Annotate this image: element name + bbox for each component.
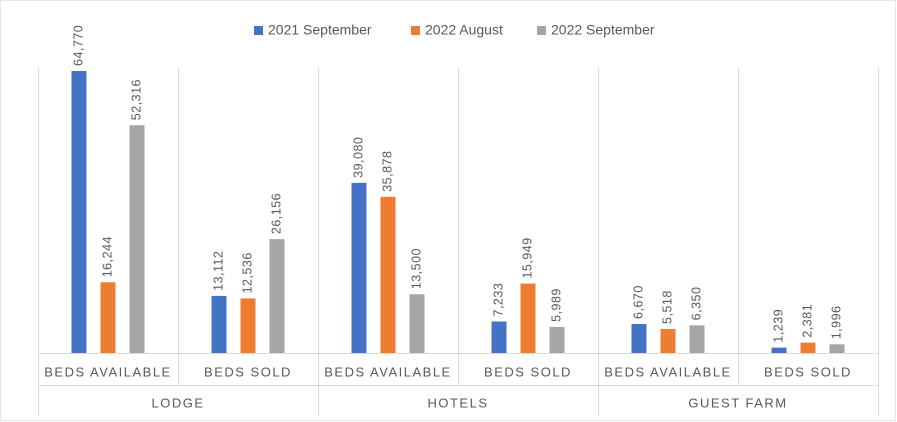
bar [71, 71, 87, 353]
bar [240, 298, 256, 353]
legend-label: 2021 September [268, 22, 372, 38]
bar [351, 182, 367, 353]
x-tick-label: BEDS AVAILABLE [44, 364, 171, 379]
group-label: LODGE [151, 395, 204, 410]
data-label: 2,381 [800, 304, 814, 338]
bar [269, 239, 285, 353]
x-tick-label: BEDS SOLD [484, 364, 572, 379]
bar [409, 294, 425, 353]
data-label: 15,949 [520, 237, 534, 278]
bar [549, 326, 565, 353]
group-label: HOTELS [427, 395, 488, 410]
data-label: 13,500 [409, 248, 423, 289]
legend-label: 2022 August [425, 22, 503, 38]
bar [800, 342, 816, 353]
legend-label: 2022 September [551, 22, 655, 38]
data-label: 6,350 [689, 287, 703, 321]
data-label: 39,080 [351, 137, 365, 178]
data-label: 52,316 [129, 79, 143, 120]
x-tick-label: BEDS SOLD [764, 364, 852, 379]
data-label: 35,878 [380, 151, 394, 192]
x-tick-label: BEDS AVAILABLE [324, 364, 451, 379]
bar [211, 295, 227, 353]
legend-swatch [537, 26, 546, 35]
bar [100, 282, 116, 353]
x-tick-label: BEDS SOLD [204, 364, 292, 379]
bar [491, 321, 507, 353]
data-label: 5,518 [660, 290, 674, 324]
data-label: 16,244 [100, 236, 114, 277]
bar [771, 347, 787, 353]
x-tick-label: BEDS AVAILABLE [604, 364, 731, 379]
data-label: 1,239 [771, 309, 785, 343]
data-label: 1,996 [829, 306, 843, 340]
legend-swatch [254, 26, 263, 35]
bar [380, 196, 396, 353]
bar [129, 125, 145, 353]
data-label: 26,156 [269, 193, 283, 234]
bar [520, 283, 536, 353]
data-label: 6,670 [631, 285, 645, 319]
group-label: GUEST FARM [688, 395, 787, 410]
bar [660, 328, 676, 353]
bar [829, 344, 845, 353]
data-label: 12,536 [240, 252, 254, 293]
bar [631, 323, 647, 353]
legend-swatch [411, 26, 420, 35]
data-label: 7,233 [491, 283, 505, 317]
data-label: 5,989 [549, 288, 563, 322]
data-label: 13,112 [211, 251, 225, 291]
data-label: 64,770 [71, 25, 85, 66]
bar [689, 325, 705, 353]
